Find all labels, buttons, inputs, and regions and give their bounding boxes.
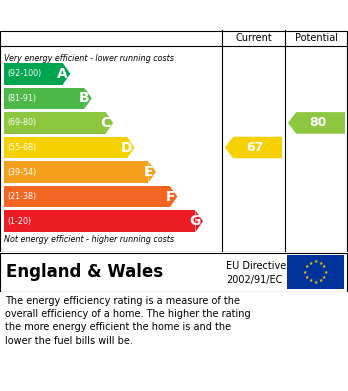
Text: ★: ★: [322, 264, 326, 269]
Text: ★: ★: [313, 280, 318, 285]
Text: (55-68): (55-68): [7, 143, 36, 152]
Text: (69-80): (69-80): [7, 118, 36, 127]
Text: ★: ★: [313, 259, 318, 264]
Text: (81-91): (81-91): [7, 94, 36, 103]
Text: Current: Current: [235, 33, 272, 43]
Text: (1-20): (1-20): [7, 217, 31, 226]
Text: Not energy efficient - higher running costs: Not energy efficient - higher running co…: [4, 235, 174, 244]
Text: (21-38): (21-38): [7, 192, 36, 201]
Text: Energy Efficiency Rating: Energy Efficiency Rating: [8, 7, 218, 23]
Text: EU Directive: EU Directive: [226, 261, 286, 271]
Text: (92-100): (92-100): [7, 69, 41, 78]
Polygon shape: [105, 112, 113, 134]
Text: D: D: [121, 140, 132, 154]
Bar: [4, 137, 127, 158]
Polygon shape: [127, 137, 135, 158]
Text: ★: ★: [318, 278, 323, 283]
Text: (39-54): (39-54): [7, 168, 36, 177]
Text: 67: 67: [246, 141, 264, 154]
Text: England & Wales: England & Wales: [6, 263, 163, 281]
Bar: [287, 255, 344, 289]
Bar: [4, 63, 63, 84]
Text: Very energy efficient - lower running costs: Very energy efficient - lower running co…: [4, 54, 174, 63]
Polygon shape: [148, 161, 156, 183]
Text: ★: ★: [308, 261, 313, 265]
Text: ★: ★: [324, 269, 328, 274]
Text: ★: ★: [318, 261, 323, 265]
Text: 80: 80: [309, 117, 327, 129]
Text: Potential: Potential: [295, 33, 338, 43]
Text: A: A: [57, 67, 68, 81]
Bar: [4, 186, 170, 208]
Polygon shape: [196, 210, 203, 232]
Text: C: C: [101, 116, 111, 130]
Text: ★: ★: [322, 274, 326, 280]
Text: F: F: [166, 190, 175, 204]
Text: The energy efficiency rating is a measure of the
overall efficiency of a home. T: The energy efficiency rating is a measur…: [5, 296, 251, 346]
Bar: [4, 210, 196, 232]
Text: ★: ★: [304, 274, 309, 280]
Polygon shape: [63, 63, 70, 84]
Text: E: E: [144, 165, 154, 179]
Text: ★: ★: [308, 278, 313, 283]
Bar: [4, 88, 84, 109]
Polygon shape: [225, 137, 282, 158]
Text: ★: ★: [304, 264, 309, 269]
Polygon shape: [288, 112, 345, 134]
Polygon shape: [84, 88, 92, 109]
Text: ★: ★: [303, 269, 308, 274]
Text: G: G: [189, 214, 201, 228]
Text: B: B: [79, 91, 89, 105]
Bar: [4, 112, 105, 134]
Bar: [4, 161, 148, 183]
Polygon shape: [170, 186, 177, 208]
Text: 2002/91/EC: 2002/91/EC: [226, 275, 282, 285]
